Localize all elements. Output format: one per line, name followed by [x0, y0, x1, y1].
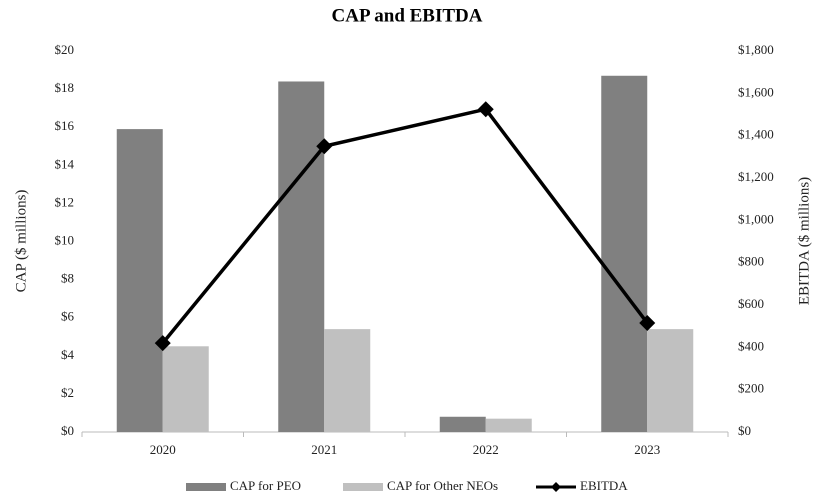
legend-swatch: [186, 483, 226, 491]
bar: [162, 346, 209, 432]
y-tick-label: $8: [61, 271, 74, 286]
bar: [601, 75, 648, 432]
y-tick-label: $12: [55, 194, 75, 209]
y-tick-label: $16: [55, 118, 75, 133]
line-marker: [316, 138, 333, 155]
y2-tick-label: $1,800: [738, 42, 774, 57]
chart-title: CAP and EBITDA: [332, 5, 483, 26]
x-tick-label: 2023: [634, 442, 660, 457]
line-marker: [639, 314, 656, 331]
y2-tick-label: $200: [738, 381, 764, 396]
bar: [647, 329, 694, 432]
y2-tick-label: $1,400: [738, 127, 774, 142]
bar: [116, 129, 163, 433]
bar: [278, 81, 325, 432]
y2-tick-label: $1,600: [738, 84, 774, 99]
y2-tick-label: $1,000: [738, 211, 774, 226]
y2-axis-title: EBITDA ($ millions): [796, 177, 812, 305]
x-tick-label: 2022: [473, 442, 499, 457]
y2-tick-label: $600: [738, 296, 764, 311]
legend-label: CAP for Other NEOs: [387, 478, 498, 493]
y-tick-label: $0: [61, 423, 74, 438]
y-tick-label: $2: [61, 385, 74, 400]
legend-swatch: [343, 483, 383, 491]
x-tick-label: 2020: [150, 442, 176, 457]
y-tick-label: $10: [55, 232, 75, 247]
x-tick-label: 2021: [311, 442, 337, 457]
y-tick-label: $4: [61, 347, 75, 362]
y2-tick-label: $800: [738, 254, 764, 269]
legend-label: EBITDA: [580, 478, 628, 493]
legend-label: CAP for PEO: [230, 478, 301, 493]
bar: [485, 418, 532, 432]
y-tick-label: $18: [55, 80, 75, 95]
y-tick-label: $6: [61, 309, 75, 324]
y-axis-title: CAP ($ millions): [13, 190, 29, 293]
bar: [324, 329, 371, 432]
y2-tick-label: $0: [738, 423, 751, 438]
line-marker: [154, 335, 171, 352]
bar: [439, 416, 486, 432]
y-tick-label: $14: [55, 156, 75, 171]
y2-tick-label: $400: [738, 338, 764, 353]
line: [161, 107, 649, 345]
line-marker: [477, 101, 494, 118]
y-tick-label: $20: [55, 42, 75, 57]
y2-tick-label: $1,200: [738, 169, 774, 184]
legend-marker: [551, 482, 561, 492]
